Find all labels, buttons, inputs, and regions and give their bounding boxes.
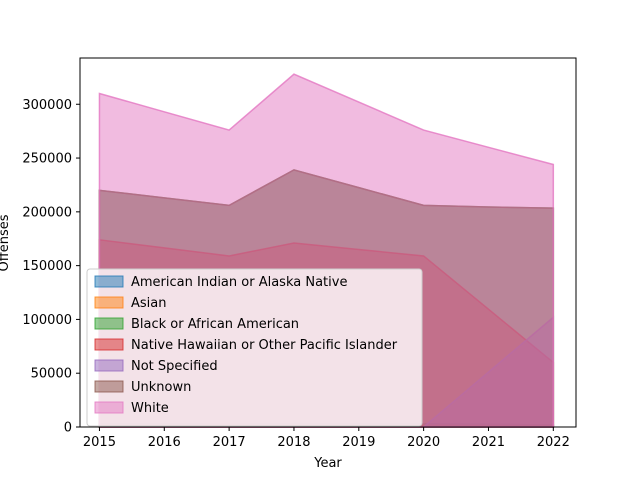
legend-label-black-or-african-american: Black or African American (131, 317, 299, 332)
legend-label-american-indian-or-alaska-native: American Indian or Alaska Native (131, 275, 347, 290)
x-axis-ticks: 2015 2016 2017 2018 2019 2020 2021 2022 (83, 427, 570, 450)
y-tick-label: 200000 (22, 205, 72, 220)
x-tick-label: 2017 (213, 435, 246, 450)
y-axis-ticks: 0 50000 100000 150000 200000 250000 300000 (22, 98, 80, 436)
legend-swatch-not-specified (94, 359, 124, 372)
legend: American Indian or Alaska Native Asian Bla… (86, 268, 423, 427)
legend-box (86, 268, 423, 427)
legend-swatch-white (94, 401, 124, 414)
x-tick-label: 2019 (342, 435, 375, 450)
y-tick-label: 0 (64, 421, 72, 436)
legend-label-white: White (131, 401, 169, 416)
legend-swatch-asian (94, 296, 124, 309)
x-tick-label: 2016 (148, 435, 181, 450)
y-tick-label: 50000 (31, 367, 72, 382)
x-tick-label: 2021 (472, 435, 505, 450)
x-tick-label: 2022 (537, 435, 570, 450)
x-tick-label: 2018 (277, 435, 310, 450)
legend-swatch-black-or-african-american (94, 317, 124, 330)
y-tick-label: 250000 (22, 152, 72, 167)
legend-swatch-unknown (94, 380, 124, 393)
y-tick-label: 100000 (22, 313, 72, 328)
x-axis-title: Year (313, 456, 342, 471)
legend-label-native-hawaiian-or-other-pacific-islander: Native Hawaiian or Other Pacific Islande… (131, 338, 398, 353)
x-tick-label: 2015 (83, 435, 116, 450)
y-tick-label: 150000 (22, 259, 72, 274)
legend-label-not-specified: Not Specified (131, 359, 218, 374)
legend-label-unknown: Unknown (131, 380, 191, 395)
legend-label-asian: Asian (131, 296, 166, 311)
legend-swatch-american-indian-or-alaska-native (94, 275, 124, 288)
x-tick-label: 2020 (407, 435, 440, 450)
plot-frame (79, 57, 577, 428)
legend-swatch-native-hawaiian-or-other-pacific-islander (94, 338, 124, 351)
y-axis-title: Offenses (0, 214, 12, 271)
y-tick-label: 300000 (22, 98, 72, 113)
